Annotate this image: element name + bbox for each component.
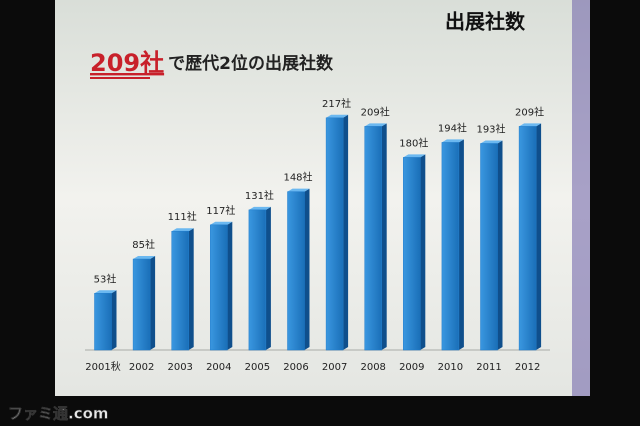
x-tick-label: 2010 [438, 362, 463, 373]
value-label: 53社 [94, 272, 117, 285]
bar [480, 143, 498, 351]
bar [210, 224, 228, 351]
chart-subtitle: 209社 で歴代2位の出展社数 [90, 49, 334, 77]
bar-top [94, 290, 117, 294]
bar [441, 142, 460, 351]
bar-top [133, 256, 156, 260]
x-tick-label: 2003 [167, 362, 192, 373]
x-tick-label: 2002 [129, 362, 154, 373]
bar-top [248, 206, 271, 210]
bar-side [188, 228, 194, 350]
bar-side [381, 123, 387, 351]
x-tick-label: 2008 [360, 362, 385, 373]
bar-top [364, 123, 387, 127]
x-tick-label: 2012 [515, 362, 540, 373]
bar-side [150, 256, 156, 350]
subtitle-rest: で歴代2位の出展社数 [168, 53, 334, 74]
value-label: 217社 [322, 97, 351, 110]
x-tick-label: 2007 [322, 362, 347, 373]
bar [132, 258, 151, 351]
x-tick-label: 2004 [206, 362, 231, 373]
bar [325, 117, 344, 351]
bar-side [227, 221, 233, 350]
value-label: 111社 [168, 210, 197, 223]
value-label: 85社 [132, 238, 155, 251]
value-label: 194社 [438, 121, 467, 134]
bar [171, 230, 189, 351]
bar-side [497, 140, 503, 350]
slide-border [572, 0, 590, 396]
bar [518, 126, 537, 351]
value-label: 193社 [476, 122, 505, 135]
x-tick-label: 2011 [476, 362, 501, 373]
x-tick-label: 2006 [283, 362, 308, 373]
bar [287, 191, 305, 351]
value-label: 180社 [399, 136, 428, 149]
bar-side [265, 206, 271, 350]
bar-side [304, 188, 310, 350]
bar-top [480, 140, 503, 144]
bar [94, 293, 112, 351]
chart-title: 出展社数 [445, 10, 526, 34]
subtitle-emphasis: 209社 [90, 49, 164, 77]
bar-side [111, 290, 117, 350]
bar-side [536, 123, 542, 351]
value-label: 148社 [283, 171, 312, 184]
bar-top [210, 221, 233, 225]
bar-top [403, 154, 426, 158]
bar-top [441, 139, 464, 143]
bar-top [287, 188, 310, 192]
bar [364, 126, 382, 351]
value-label: 117社 [206, 204, 235, 217]
x-tick-label: 2005 [245, 362, 270, 373]
value-label: 209社 [361, 105, 390, 118]
bar [403, 157, 421, 351]
value-label: 209社 [515, 105, 544, 118]
bar-side [343, 114, 349, 350]
bar-top [326, 114, 349, 118]
bar-top [519, 123, 542, 127]
bar [248, 209, 267, 351]
bar-side [420, 154, 426, 350]
x-tick-label: 2009 [399, 362, 424, 373]
bar-top [171, 228, 194, 232]
watermark: ファミ通.com [8, 405, 109, 423]
value-label: 131社 [245, 189, 274, 202]
bar-side [458, 139, 464, 350]
x-tick-label: 2001秋 [85, 360, 120, 373]
